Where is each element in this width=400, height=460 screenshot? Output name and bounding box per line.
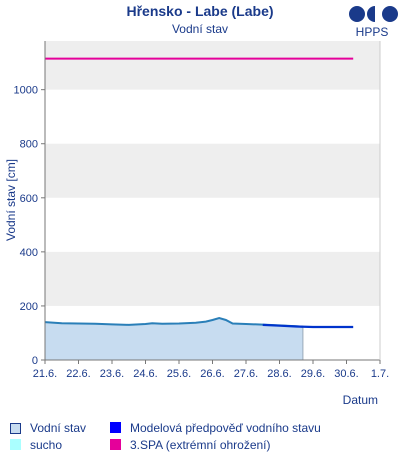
y-tick-label: 600 [20, 193, 38, 205]
x-tick-label: 21.6. [33, 368, 57, 380]
legend-swatch-model-forecast [110, 422, 121, 433]
legend-label-model-forecast: Modelová předpověď vodního stavu [130, 421, 321, 435]
hpps-logo: HPPS [349, 6, 398, 39]
x-tick-label: 28.6. [267, 368, 291, 380]
y-tick-label: 200 [20, 301, 38, 313]
y-tick-label: 0 [32, 355, 38, 367]
y-tick-label: 1000 [14, 85, 38, 97]
water-level-chart: Hřensko - Labe (Labe) Vodní stav HPPS 02… [4, 3, 398, 407]
grid-band [45, 251, 380, 306]
chart-subtitle: Vodní stav [172, 22, 228, 36]
y-axis-label: Vodní stav [cm] [4, 159, 18, 241]
legend-label-spa3: 3.SPA (extrémní ohrožení) [130, 438, 271, 452]
grid-band [45, 143, 380, 198]
legend-label-vodni-stav: Vodní stav [30, 421, 87, 435]
forecast-line [262, 323, 354, 329]
logo-circle-left [349, 6, 365, 22]
x-tick-label: 30.6. [334, 368, 358, 380]
legend-swatch-sucho [10, 439, 21, 450]
y-tick-label: 800 [20, 139, 38, 151]
legend-label-sucho: sucho [30, 438, 63, 452]
legend-swatch-spa3 [110, 439, 121, 450]
y-axis-ticks: 0 200 400 600 800 1000 [14, 85, 45, 367]
plot-background [45, 41, 380, 360]
x-tick-label: 23.6. [100, 368, 124, 380]
x-tick-label: 26.6. [200, 368, 224, 380]
x-axis-ticks: 21.6. 22.6. 23.6. 24.6. 25.6. 26.6. 27.6. 28.6.… [33, 360, 389, 380]
grid-band [45, 41, 380, 90]
x-tick-label: 25.6. [167, 368, 191, 380]
water-level-line [44, 317, 304, 328]
chart-title: Hřensko - Labe (Labe) [126, 3, 273, 19]
x-tick-label: 24.6. [133, 368, 157, 380]
legend-swatch-vodni-stav [10, 423, 21, 434]
x-axis-label: Datum [343, 393, 378, 407]
logo-text: HPPS [356, 25, 389, 39]
x-tick-label: 29.6. [301, 368, 325, 380]
x-tick-label: 22.6. [66, 368, 90, 380]
x-tick-label: 1.7. [371, 368, 389, 380]
grid-bands [45, 41, 380, 360]
x-tick-label: 27.6. [234, 368, 258, 380]
series-lines [44, 57, 354, 329]
y-tick-label: 400 [20, 247, 38, 259]
logo-half-circle [367, 6, 375, 22]
logo-circle-right [382, 6, 398, 22]
